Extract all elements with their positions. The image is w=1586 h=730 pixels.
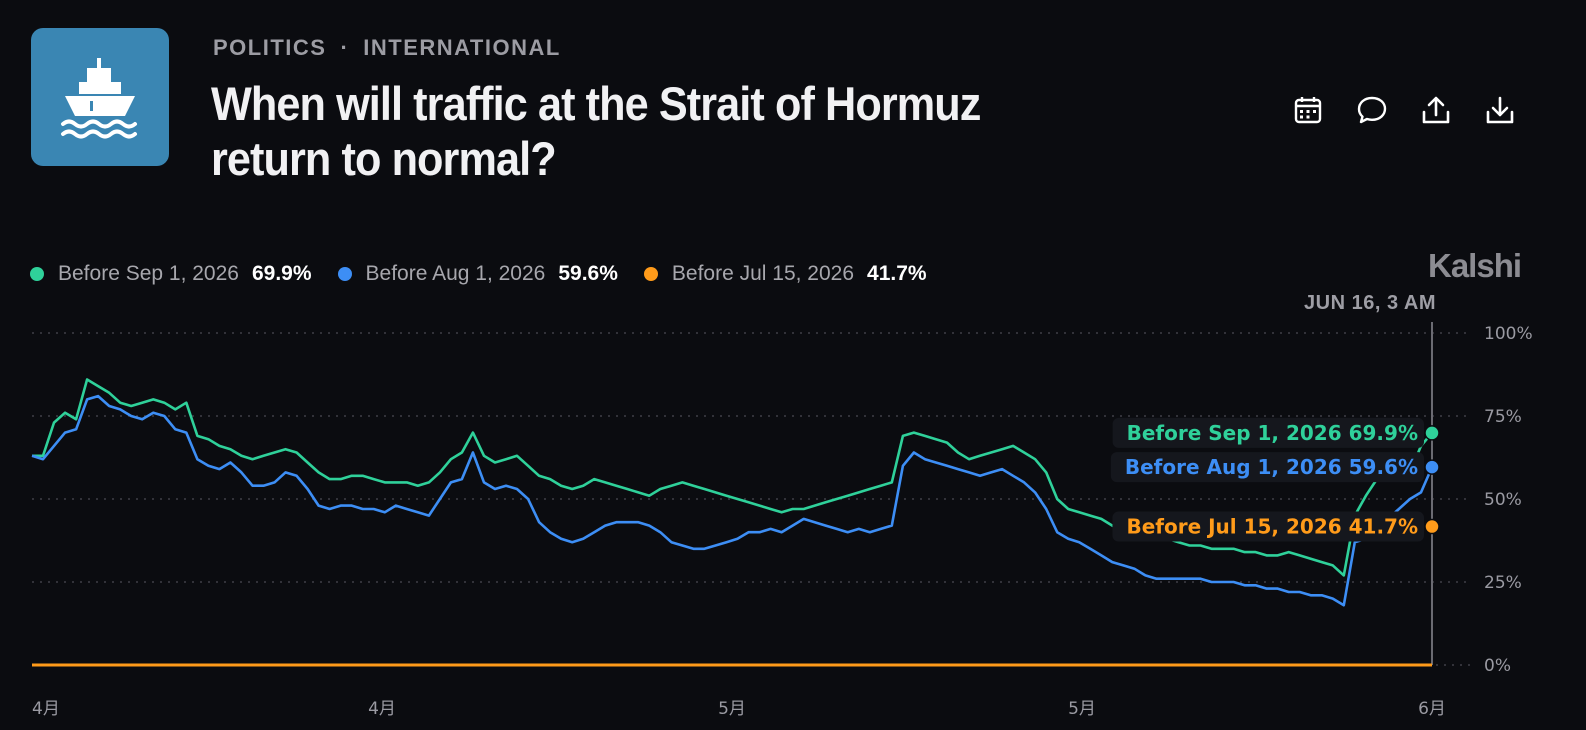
end-marker-1 [1424,459,1440,475]
x-tick-label: 4月 [368,699,396,719]
breadcrumb-subcategory[interactable]: INTERNATIONAL [363,35,561,60]
legend-value: 69.9% [251,262,312,285]
breadcrumb-category[interactable]: POLITICS [213,35,327,60]
x-tick-label: 6月 [1418,699,1446,719]
event-logo [31,28,169,166]
end-label-bg [1112,511,1424,542]
legend-value: 59.6% [558,262,618,285]
y-tick-label: 100% [1484,324,1533,344]
legend-item-aug[interactable]: Before Aug 1, 2026 59.6% [337,262,618,286]
breadcrumb-separator: · [340,35,350,60]
header: POLITICS · INTERNATIONAL When will traff… [0,0,1586,200]
share-icon [1422,96,1450,124]
share-button[interactable] [1418,92,1454,128]
end-marker-2 [1424,518,1440,535]
comment-icon [1357,96,1387,124]
y-tick-label: 75% [1484,407,1522,427]
legend-value: 41.7% [867,262,927,285]
x-tick-label: 5月 [718,699,746,719]
end-marker-0 [1424,425,1440,441]
legend-dot-sep [30,267,44,281]
download-button[interactable] [1482,92,1518,128]
legend-item-jul[interactable]: Before Jul 15, 2026 41.7% [643,262,927,286]
series-line-1[interactable] [31,394,1434,607]
end-label-bg [1110,452,1424,483]
end-label-0: Before Sep 1, 2026 69.9% [1127,421,1418,445]
x-tick-label: 4月 [32,699,60,719]
end-label-1: Before Aug 1, 2026 59.6% [1125,455,1418,479]
legend-label: Before Sep 1, 2026 [58,262,239,285]
x-tick-label: 5月 [1068,699,1096,719]
hover-timestamp: JUN 16, 3 AM [1304,292,1436,314]
y-tick-label: 25% [1484,573,1522,593]
brand-logo: Kalshi [1428,247,1522,284]
comments-button[interactable] [1354,92,1390,128]
chart-legend: Before Sep 1, 2026 69.9% Before Aug 1, 2… [30,262,953,286]
legend-item-sep[interactable]: Before Sep 1, 2026 69.9% [30,262,312,286]
end-label-bg [1112,417,1424,448]
legend-label: Before Aug 1, 2026 [365,262,546,285]
cargo-ship-icon [61,58,137,139]
calendar-icon [1294,97,1322,124]
toolbar [1290,92,1518,128]
download-icon [1486,96,1514,124]
y-tick-label: 50% [1484,490,1522,510]
end-label-2: Before Jul 15, 2026 41.7% [1126,515,1418,539]
legend-dot-jul [643,267,658,281]
legend-dot-aug [337,267,352,281]
y-tick-label: 0% [1484,656,1511,676]
series-line-0[interactable] [32,378,1433,577]
legend-label: Before Jul 15, 2026 [671,262,855,285]
calendar-button[interactable] [1290,92,1326,128]
page-title: When will traffic at the Strait of Hormu… [211,77,981,185]
breadcrumb: POLITICS · INTERNATIONAL [213,35,561,61]
